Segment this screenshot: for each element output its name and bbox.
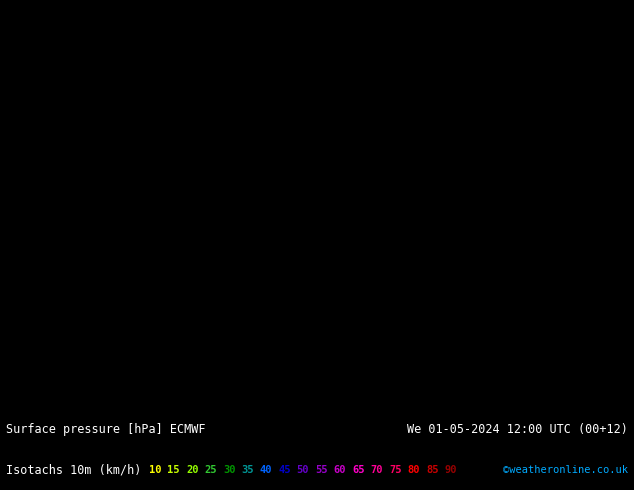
Text: ©weatheronline.co.uk: ©weatheronline.co.uk <box>503 465 628 475</box>
Text: 35: 35 <box>242 465 254 475</box>
Text: 60: 60 <box>333 465 346 475</box>
Text: Surface pressure [hPa] ECMWF: Surface pressure [hPa] ECMWF <box>6 423 206 436</box>
Text: 10: 10 <box>149 465 162 475</box>
Text: 30: 30 <box>223 465 235 475</box>
Text: 85: 85 <box>426 465 438 475</box>
Text: 70: 70 <box>370 465 383 475</box>
Text: 55: 55 <box>315 465 328 475</box>
Text: 80: 80 <box>408 465 420 475</box>
Text: Isotachs 10m (km/h): Isotachs 10m (km/h) <box>6 464 142 476</box>
Text: 25: 25 <box>204 465 217 475</box>
Text: 15: 15 <box>167 465 180 475</box>
Text: 40: 40 <box>260 465 272 475</box>
Text: We 01-05-2024 12:00 UTC (00+12): We 01-05-2024 12:00 UTC (00+12) <box>407 423 628 436</box>
Text: 50: 50 <box>297 465 309 475</box>
Text: 20: 20 <box>186 465 198 475</box>
Text: 75: 75 <box>389 465 401 475</box>
Text: 65: 65 <box>352 465 365 475</box>
Text: 90: 90 <box>444 465 457 475</box>
Text: 45: 45 <box>278 465 291 475</box>
